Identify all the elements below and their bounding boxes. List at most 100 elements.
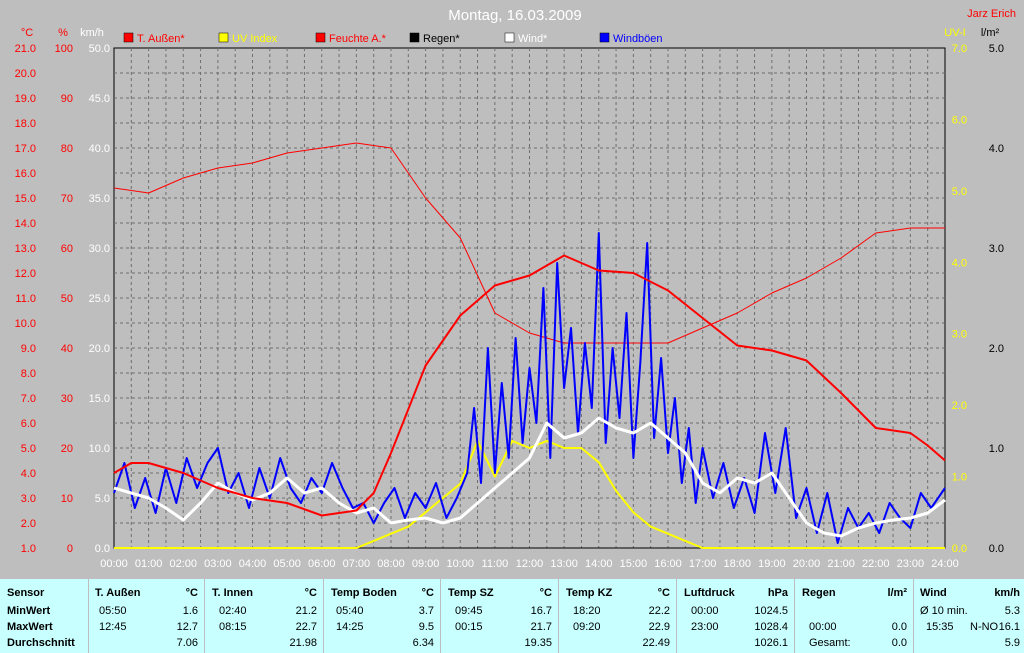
temp-kz-min-time: 18:20	[573, 605, 601, 617]
luftdruck-avg: 1026.1	[754, 637, 788, 649]
rain-axis-tick: 2.0	[989, 343, 1004, 355]
legend: T. Außen* UV Index Feuchte A.* Regen* Wind* W…	[123, 32, 663, 45]
x-tick-label: 06:00	[308, 558, 336, 570]
x-tick-label: 14:00	[585, 558, 613, 570]
t-aussen-max: 12.7	[176, 621, 198, 633]
legend-swatch	[123, 32, 134, 43]
series-wind	[113, 416, 946, 538]
x-tick-label: 12:00	[516, 558, 544, 570]
rain-axis-tick: 4.0	[989, 143, 1004, 155]
wind-axis-tick: 10.0	[89, 443, 110, 455]
temp-axis-tick: 2.0	[21, 518, 36, 530]
temp-boden-header: Temp Boden	[331, 587, 397, 599]
t-innen-header: T. Innen	[212, 587, 253, 599]
regen-time: 00:00	[809, 621, 837, 633]
temp-boden-min-time: 05:40	[336, 605, 364, 617]
uv-axis-tick: 4.0	[952, 257, 967, 269]
legend-swatch	[504, 32, 515, 43]
t-innen-max-time: 08:15	[219, 621, 247, 633]
wind-axis-tick: 25.0	[89, 293, 110, 305]
x-tick-label: 00:00	[100, 558, 128, 570]
wind-axis-tick: 15.0	[89, 393, 110, 405]
axes: 00:00 01:00 02:00 03:00 04:00 05:00 06:00 07:00…	[15, 27, 1004, 570]
legend-label: Wind*	[518, 33, 548, 45]
temp-axis-tick: 17.0	[15, 143, 36, 155]
temp-sz-max: 21.7	[530, 621, 552, 633]
t-innen-avg: 21.98	[289, 637, 317, 649]
chart-title: Montag, 16.03.2009	[448, 7, 581, 24]
regen-total: 0.0	[891, 637, 907, 649]
wind-max-direction: N-NO	[970, 621, 999, 633]
col-t-innen: T. Innen °C 02:40 21.2 08:15 22.7 21.98	[205, 579, 324, 653]
wind-day-avg: 5.9	[1004, 637, 1020, 649]
x-tick-label: 22:00	[862, 558, 890, 570]
wind-header: Wind	[920, 587, 947, 599]
wind-axis-tick: 45.0	[89, 93, 110, 105]
x-tick-label: 05:00	[273, 558, 301, 570]
author-label: Jarz Erich	[967, 8, 1016, 20]
wind-max: 16.1	[998, 621, 1020, 633]
humidity-axis-tick: 30	[61, 393, 73, 405]
series-humidity	[113, 142, 945, 344]
humidity-axis-tick: 40	[61, 343, 73, 355]
x-tick-label: 03:00	[204, 558, 232, 570]
temp-axis-tick: 20.0	[15, 68, 36, 80]
t-aussen-min-time: 05:50	[99, 605, 127, 617]
t-aussen-min: 1.6	[182, 605, 198, 617]
temp-boden-avg: 6.34	[412, 637, 434, 649]
col-temp-kz: Temp KZ °C 18:20 22.2 09:20 22.9 22.49	[559, 579, 677, 653]
wind-axis-tick: 40.0	[89, 143, 110, 155]
legend-swatch	[599, 32, 610, 43]
temp-axis-tick: 6.0	[21, 418, 36, 430]
luftdruck-unit: hPa	[767, 587, 788, 599]
rain-axis-label: l/m²	[981, 27, 1000, 39]
rain-axis-tick: 5.0	[989, 43, 1004, 55]
regen-unit: l/m²	[887, 587, 907, 599]
regen-total-label: Gesamt:	[809, 637, 851, 649]
legend-swatch	[218, 32, 229, 43]
x-tick-label: 17:00	[689, 558, 717, 570]
x-tick-label: 08:00	[377, 558, 405, 570]
col-sensor: Sensor MinWert MaxWert Durchschnitt	[0, 579, 89, 653]
luftdruck-max-time: 23:00	[691, 621, 719, 633]
humidity-axis-tick: 10	[61, 493, 73, 505]
temp-sz-min-time: 09:45	[455, 605, 483, 617]
humidity-axis-tick: 50	[61, 293, 73, 305]
legend-label: UV Index	[232, 33, 278, 45]
luftdruck-min: 1024.5	[754, 605, 788, 617]
statistics-table: Sensor MinWert MaxWert Durchschnitt T. A…	[0, 579, 1024, 653]
wind-unit: km/h	[994, 587, 1020, 599]
temp-axis-label: °C	[21, 27, 33, 39]
temp-kz-avg: 22.49	[642, 637, 670, 649]
wind-axis-label: km/h	[80, 27, 104, 39]
temp-kz-max-time: 09:20	[573, 621, 601, 633]
temp-boden-min: 3.7	[418, 605, 434, 617]
temp-kz-unit: °C	[657, 587, 670, 599]
x-tick-label: 23:00	[897, 558, 925, 570]
t-innen-unit: °C	[304, 587, 317, 599]
sensor-header: Sensor	[7, 587, 45, 599]
wind-axis-tick: 5.0	[95, 493, 110, 505]
humidity-axis-tick: 80	[61, 143, 73, 155]
legend-swatch	[315, 32, 326, 43]
rain-axis-tick: 3.0	[989, 243, 1004, 255]
temp-axis-tick: 5.0	[21, 443, 36, 455]
temp-axis-tick: 11.0	[15, 293, 36, 305]
luftdruck-max: 1028.4	[754, 621, 788, 633]
temp-axis-tick: 15.0	[15, 193, 36, 205]
temp-axis-tick: 14.0	[15, 218, 36, 230]
wind-axis-tick: 30.0	[89, 243, 110, 255]
temp-sz-avg: 19.35	[524, 637, 552, 649]
x-tick-label: 07:00	[343, 558, 371, 570]
t-aussen-unit: °C	[185, 587, 198, 599]
t-aussen-avg: 7.06	[176, 637, 198, 649]
temp-axis-tick: 18.0	[15, 118, 36, 130]
uv-axis-tick: 5.0	[952, 186, 967, 198]
humidity-axis-tick: 70	[61, 193, 73, 205]
t-innen-min: 21.2	[295, 605, 317, 617]
temp-kz-max: 22.9	[648, 621, 670, 633]
x-tick-label: 19:00	[758, 558, 786, 570]
x-tick-label: 20:00	[793, 558, 821, 570]
t-aussen-header: T. Außen	[95, 587, 141, 599]
humidity-axis-tick: 100	[55, 43, 73, 55]
